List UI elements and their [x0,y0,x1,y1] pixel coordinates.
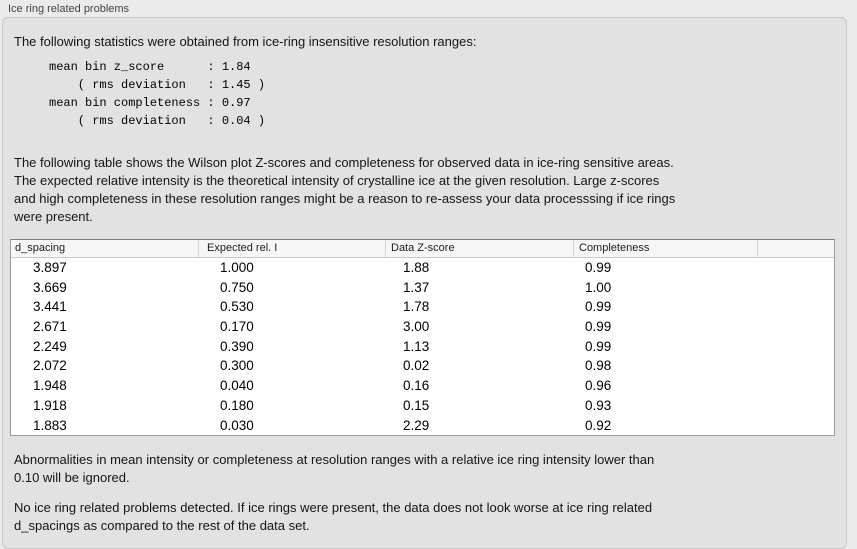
ice-ring-panel: The following statistics were obtained f… [2,17,847,549]
table-cell: 0.030 [220,417,254,433]
table-cell: 1.000 [220,260,254,275]
table-cell-empty [757,356,834,376]
ice-ring-table: d_spacing Expected rel. I Data Z-score C… [10,239,835,437]
table-cell: 2.671 [33,319,67,335]
table-cell-empty [757,396,834,416]
table-cell: 0.99 [585,338,612,354]
table-row[interactable]: 2.671 0.170 3.00 0.99 [11,317,834,337]
table-cell: 0.99 [585,319,612,335]
table-cell: 0.300 [220,358,254,374]
table-row[interactable]: 2.249 0.390 1.13 0.99 [11,337,834,357]
column-header-expected-rel-i[interactable]: Expected rel. I [198,240,385,257]
table-cell-empty [757,337,834,357]
table-cell: 0.530 [220,299,254,315]
table-cell: 3.441 [33,299,67,315]
table-cell: 2.072 [33,358,67,374]
table-cell: 1.78 [403,299,430,315]
table-cell: 0.15 [403,397,430,413]
table-cell: 2.29 [403,417,430,433]
table-cell: 0.170 [220,319,254,335]
table-cell: 0.16 [403,378,430,394]
column-header-empty[interactable] [757,240,834,257]
intro-text: The following statistics were obtained f… [14,34,477,49]
table-cell: 1.88 [403,260,430,275]
table-row[interactable]: 1.948 0.040 0.16 0.96 [11,376,834,396]
table-cell: 3.00 [403,319,430,335]
panel-title: Ice ring related problems [8,3,130,15]
table-cell: 1.37 [403,279,430,295]
table-cell: 1.883 [33,417,67,433]
table-cell-empty [757,376,834,396]
table-cell: 3.897 [33,260,67,275]
table-cell: 0.96 [585,378,612,394]
table-cell-empty [757,258,834,278]
table-cell-empty [757,317,834,337]
table-cell: 0.040 [220,378,254,394]
table-header-row: d_spacing Expected rel. I Data Z-score C… [11,240,834,258]
table-cell: 0.02 [403,358,430,374]
table-description: The following table shows the Wilson plo… [14,155,676,224]
table-row[interactable]: 3.669 0.750 1.37 1.00 [11,278,834,298]
table-cell: 1.13 [403,338,430,354]
table-cell: 1.918 [33,397,67,413]
table-row[interactable]: 1.883 0.030 2.29 0.92 [11,416,834,436]
table-cell: 0.390 [220,338,254,354]
table-row[interactable]: 2.072 0.300 0.02 0.98 [11,356,834,376]
table-cell: 0.93 [585,397,612,413]
table-cell: 0.98 [585,358,612,374]
column-header-data-z-score[interactable]: Data Z-score [385,240,573,257]
table-cell: 1.00 [585,279,612,295]
stats-block: mean bin z_score : 1.84 ( rms deviation … [49,60,266,128]
table-row[interactable]: 1.918 0.180 0.15 0.93 [11,396,834,416]
table-cell: 2.249 [33,338,67,354]
table-cell-empty [757,416,834,436]
table-cell: 0.99 [585,260,612,275]
table-cell: 0.92 [585,417,612,433]
ignore-note: Abnormalities in mean intensity or compl… [14,452,655,485]
conclusion-text: No ice ring related problems detected. I… [14,500,653,533]
table-cell: 0.99 [585,299,612,315]
table-row[interactable]: 3.441 0.530 1.78 0.99 [11,297,834,317]
table-body: 3.897 1.000 1.88 0.99 3.669 0.750 1.37 1.00 3.44… [11,258,834,436]
column-header-d-spacing[interactable]: d_spacing [15,242,66,254]
table-cell: 3.669 [33,279,67,295]
table-cell-empty [757,278,834,298]
table-cell: 0.750 [220,279,254,295]
table-row[interactable]: 3.897 1.000 1.88 0.99 [11,258,834,278]
table-cell-empty [757,297,834,317]
table-cell: 1.948 [33,378,67,394]
table-cell: 0.180 [220,397,254,413]
column-header-completeness[interactable]: Completeness [573,240,757,257]
